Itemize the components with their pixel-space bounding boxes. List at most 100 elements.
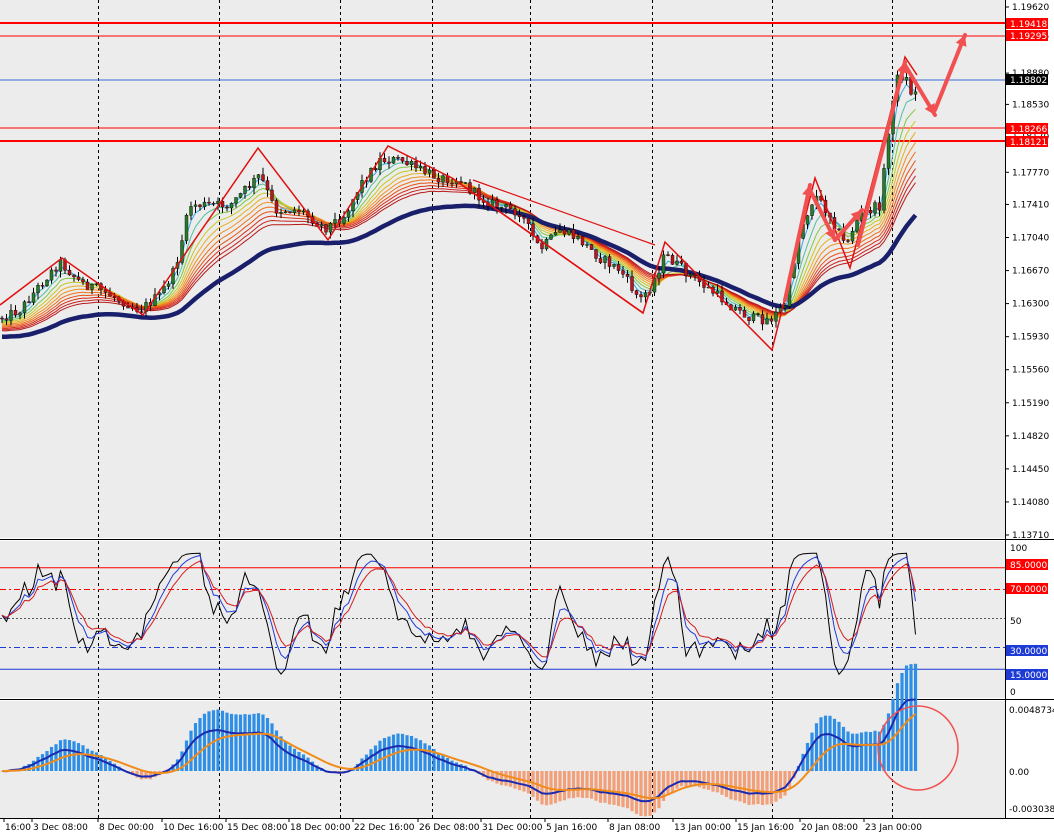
macd-bar — [585, 771, 589, 798]
candle-body — [715, 290, 720, 294]
macd-bar — [27, 763, 31, 771]
price-tag-level-2: 1.19295 — [1006, 30, 1048, 42]
candle-body — [265, 180, 270, 191]
price-label: 1.14450 — [1012, 465, 1049, 475]
macd-bar — [261, 714, 265, 771]
macd-bar — [904, 665, 909, 771]
macd-bar — [751, 771, 756, 805]
macd-bar — [441, 754, 445, 771]
candle-body — [396, 157, 400, 159]
candle-body — [756, 313, 760, 315]
macd-bar — [778, 771, 783, 799]
price-label: 1.17770 — [1012, 168, 1049, 178]
ma-line — [1, 175, 916, 331]
candle-body — [207, 201, 211, 204]
candle-body — [85, 281, 90, 290]
candle-body — [504, 204, 508, 208]
macd-bar — [432, 749, 436, 771]
candle-body — [391, 157, 396, 164]
macd-indicator — [0, 663, 918, 817]
candle-body — [882, 168, 886, 211]
candle-body — [657, 272, 661, 279]
candle-body — [540, 242, 544, 250]
arrow-shaft — [933, 33, 967, 112]
arrow-head — [825, 228, 836, 240]
macd-bar — [184, 740, 189, 771]
macd-bar — [283, 741, 288, 771]
macd-bar — [742, 771, 747, 804]
current-price-tag: 1.18802 — [1006, 74, 1048, 86]
macd-axis-bottom: -0.0030389 — [1009, 805, 1054, 815]
macd-bar — [306, 757, 310, 771]
macd-bar — [882, 724, 886, 771]
macd-bar — [85, 748, 90, 771]
macd-bar — [292, 748, 297, 771]
macd-bar — [747, 771, 751, 805]
macd-bar — [756, 771, 760, 805]
macd-bar — [873, 730, 877, 771]
macd-bar — [711, 771, 715, 792]
macd-bar — [877, 731, 882, 771]
macd-bar — [769, 771, 774, 805]
candle-body — [810, 204, 814, 216]
rsi-axis-top: 100 — [1010, 544, 1027, 554]
candle-body — [103, 289, 108, 293]
candle-body — [54, 269, 58, 272]
macd-bar — [378, 740, 382, 771]
candle-body — [211, 203, 216, 205]
macd-bar — [72, 741, 76, 771]
candle-body — [414, 160, 418, 169]
price-label: 1.13710 — [1012, 531, 1049, 541]
candle-body — [904, 76, 909, 81]
price-label: 1.14080 — [1012, 498, 1049, 508]
price-tag-level-3: 1.18266 — [1006, 123, 1048, 135]
macd-bar — [553, 771, 558, 804]
candle-body — [274, 200, 279, 214]
tag-text: 1.18266 — [1010, 125, 1047, 135]
macd-bar — [823, 715, 828, 771]
macd-bar — [895, 683, 900, 771]
rsi-tag-70: 70.0000 — [1006, 583, 1048, 595]
macd-bar — [535, 771, 540, 801]
macd-bar — [598, 771, 603, 803]
macd-bar — [31, 760, 36, 771]
candle-body — [301, 210, 306, 213]
price-tag-level-1: 1.19418 — [1006, 18, 1048, 30]
candle-body — [666, 254, 670, 256]
candle-body — [603, 256, 607, 263]
macd-bar — [859, 732, 864, 771]
macd-bar — [760, 771, 765, 806]
macd-bar — [202, 713, 207, 771]
candle-body — [693, 273, 697, 277]
time-label: 5 Jan 16:00 — [546, 823, 598, 833]
candle-body — [571, 229, 576, 239]
candle-body — [639, 294, 643, 298]
macd-bar — [517, 771, 522, 791]
candle-body — [49, 269, 54, 281]
macd-bar — [265, 717, 270, 771]
macd-bar — [688, 771, 693, 787]
candle-body — [549, 234, 553, 240]
macd-bar — [868, 732, 873, 771]
macd-bar — [450, 760, 454, 771]
candle-body — [495, 199, 499, 208]
macd-bar — [531, 771, 535, 797]
macd-bar — [670, 771, 675, 792]
arrow-shaft — [856, 60, 907, 247]
macd-bar — [864, 731, 868, 771]
price-levels[interactable] — [0, 22, 1005, 142]
candle-body — [837, 228, 841, 231]
candle-body — [567, 229, 571, 235]
macd-bar — [729, 771, 733, 800]
time-axis[interactable]: 16:00 3 Dec 08:00 8 Dec 00:00 10 Dec 16:00 1… — [3, 818, 922, 833]
candle-body — [873, 202, 877, 214]
candle-body — [747, 317, 751, 321]
macd-bar — [229, 713, 234, 771]
candle-body — [472, 187, 477, 193]
macd-bar — [846, 731, 850, 771]
macd-bar — [702, 771, 706, 789]
macd-bar — [783, 771, 787, 796]
ma-line — [1, 168, 916, 330]
